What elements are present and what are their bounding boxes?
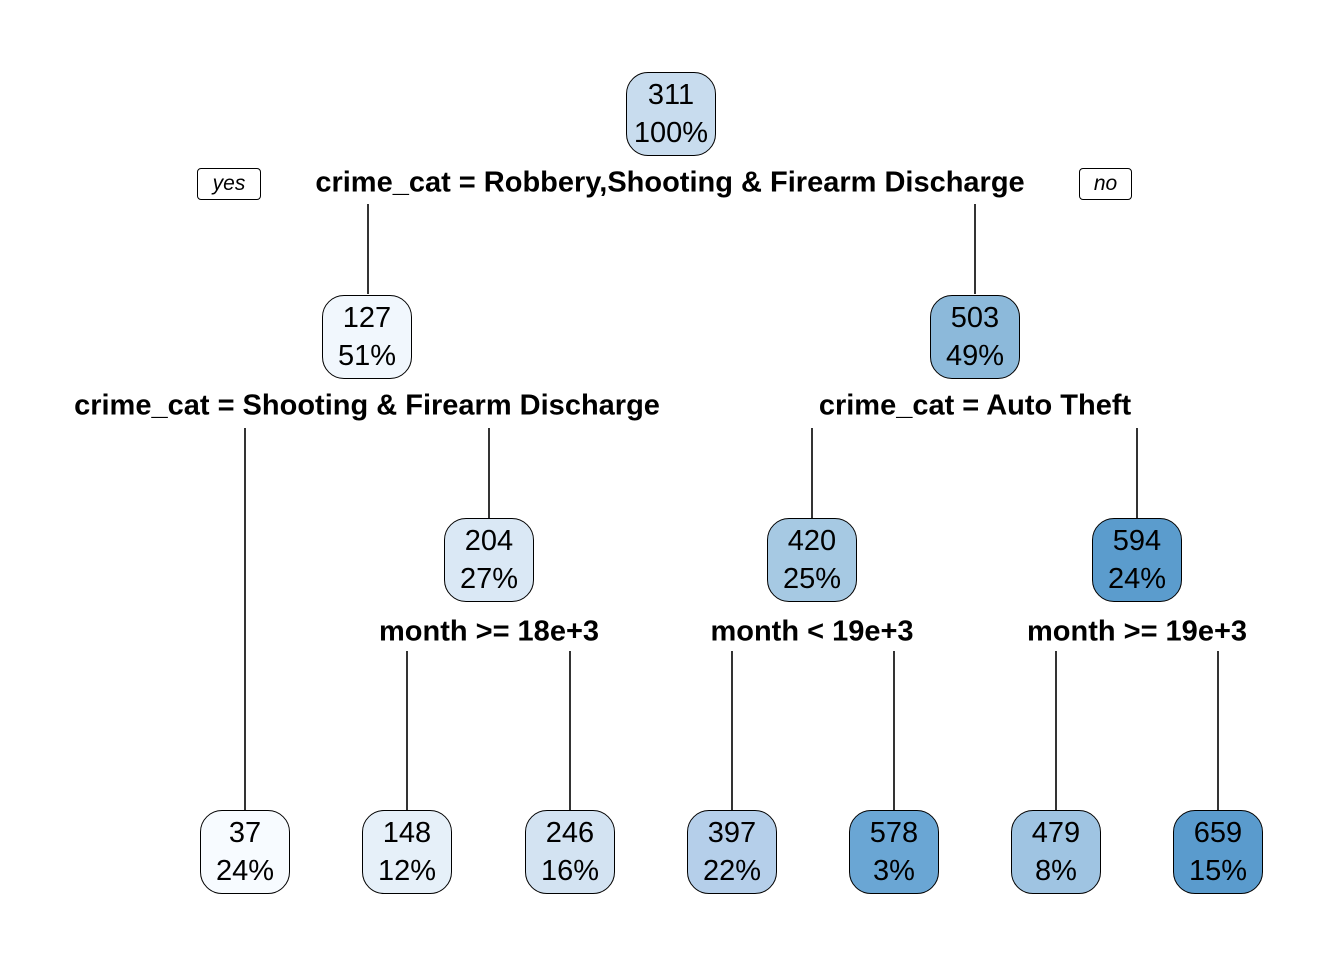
- node-percent: 24%: [1107, 563, 1167, 595]
- node-percent: 25%: [782, 563, 842, 595]
- node-value: 503: [950, 302, 1000, 334]
- node-percent: 22%: [702, 855, 762, 887]
- leaf-node: 479 8%: [1011, 810, 1101, 894]
- node-5: 204 27%: [444, 518, 534, 602]
- leaf-node: 397 22%: [687, 810, 777, 894]
- node-percent: 15%: [1188, 855, 1248, 887]
- node-value: 37: [228, 817, 262, 849]
- node-percent: 49%: [945, 340, 1005, 372]
- node-value: 148: [382, 817, 432, 849]
- split-n7: month >= 19e+3: [1026, 615, 1248, 648]
- node-value: 594: [1112, 525, 1162, 557]
- node-value: 246: [545, 817, 595, 849]
- node-value: 659: [1193, 817, 1243, 849]
- node-percent: 12%: [377, 855, 437, 887]
- node-value: 479: [1031, 817, 1081, 849]
- node-percent: 16%: [540, 855, 600, 887]
- node-7: 594 24%: [1092, 518, 1182, 602]
- node-3: 503 49%: [930, 295, 1020, 379]
- yes-label-text: yes: [212, 172, 246, 195]
- node-value: 420: [787, 525, 837, 557]
- node-percent: 27%: [459, 563, 519, 595]
- node-percent: 3%: [873, 855, 915, 887]
- node-value: 204: [464, 525, 514, 557]
- leaf-node: 659 15%: [1173, 810, 1263, 894]
- node-value: 578: [869, 817, 919, 849]
- leaf-node: 578 3%: [849, 810, 939, 894]
- node-percent: 51%: [337, 340, 397, 372]
- yes-label: yes: [197, 168, 261, 200]
- split-n2: crime_cat = Shooting & Firearm Discharge: [74, 389, 660, 422]
- split-n6: month < 19e+3: [710, 615, 914, 648]
- node-percent: 24%: [215, 855, 275, 887]
- split-n5: month >= 18e+3: [378, 615, 600, 648]
- split-root: crime_cat = Robbery,Shooting & Firearm D…: [315, 166, 1025, 199]
- no-label-text: no: [1093, 172, 1118, 195]
- node-value: 397: [707, 817, 757, 849]
- node-root: 311 100%: [626, 72, 716, 156]
- node-6: 420 25%: [767, 518, 857, 602]
- leaf-node: 148 12%: [362, 810, 452, 894]
- node-percent: 100%: [633, 117, 709, 149]
- node-value: 127: [342, 302, 392, 334]
- leaf-node: 37 24%: [200, 810, 290, 894]
- no-label: no: [1079, 168, 1132, 200]
- leaf-node: 246 16%: [525, 810, 615, 894]
- split-n3: crime_cat = Auto Theft: [818, 389, 1132, 422]
- node-2: 127 51%: [322, 295, 412, 379]
- node-percent: 8%: [1035, 855, 1077, 887]
- node-value: 311: [647, 79, 695, 111]
